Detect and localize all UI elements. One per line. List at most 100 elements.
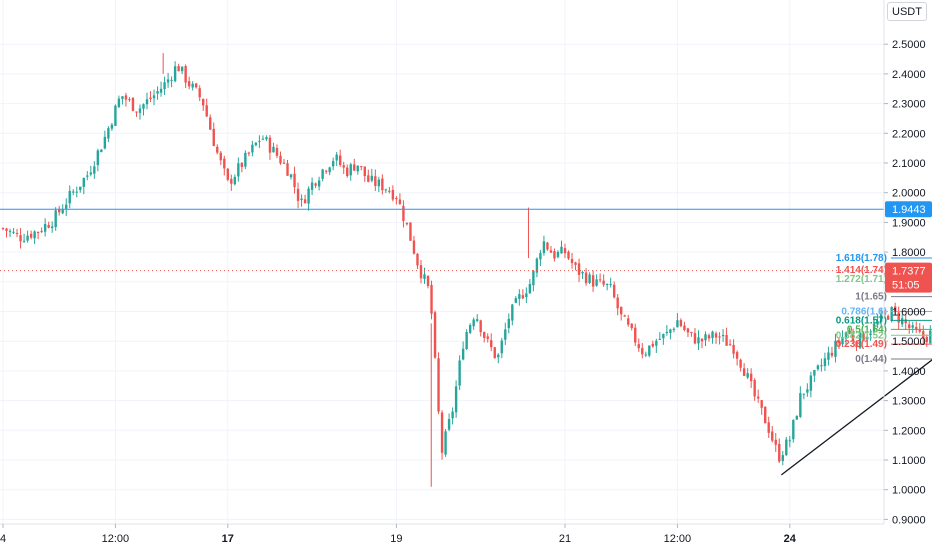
candle-body (739, 359, 742, 368)
time-tick-label: 21 (559, 533, 571, 545)
candle-body (567, 251, 570, 259)
candle-body (497, 354, 500, 358)
candle-body (869, 333, 872, 336)
price-tick-label: 2.2000 (892, 128, 926, 140)
candle-body (700, 338, 704, 342)
candle-body (648, 345, 651, 356)
candle-body (718, 336, 721, 338)
candle-body (634, 327, 637, 343)
candle-body (374, 176, 377, 186)
drawings[interactable]: 1.618(1.78)1.414(1.74)1.272(1.71) 1(1.65)… (0, 208, 932, 476)
candle-body (12, 231, 15, 233)
candle-body (166, 79, 170, 83)
time-tick-label: 12:00 (664, 533, 692, 545)
candle-body (886, 315, 890, 320)
price-tags: 1.9443 1.7377 51:05 (885, 201, 932, 293)
candle-body (149, 97, 152, 99)
candle-body (609, 283, 612, 285)
candle-body (114, 105, 117, 126)
candle-body (209, 117, 212, 130)
candle-body (535, 258, 539, 273)
candle-body (774, 439, 777, 445)
candle-body (416, 253, 419, 266)
candle-body (549, 250, 553, 253)
candle-body (324, 170, 328, 172)
candle-body (43, 223, 47, 232)
candle-body (289, 174, 293, 178)
candle-body (184, 66, 187, 83)
candle-body (672, 328, 676, 330)
candle-body (402, 205, 405, 221)
candle-body (163, 82, 166, 90)
candle-body (581, 272, 584, 274)
price-tick-label: 0.9000 (892, 514, 926, 526)
candle-body (844, 332, 848, 339)
candle-body (771, 431, 774, 441)
candle-body (353, 164, 356, 171)
candle-body (107, 128, 110, 139)
candle-body (542, 241, 546, 254)
candle-body (918, 329, 921, 332)
candle-body (865, 336, 869, 340)
fib-level-label: 0.786(1.6) (841, 307, 887, 318)
candle-body (419, 265, 423, 279)
candle-body (384, 189, 388, 191)
candle-body (665, 331, 669, 334)
currency-badge[interactable]: USDT (887, 2, 927, 21)
candle-body (518, 294, 521, 299)
candle-body (465, 331, 468, 350)
price-tick-label: 1.1000 (892, 455, 926, 467)
candle-body (317, 180, 321, 187)
candle-body (258, 140, 261, 142)
currency-label: USDT (892, 5, 922, 18)
candle-body (240, 163, 244, 167)
candle-body (300, 198, 303, 200)
candle-body (286, 163, 289, 176)
candle-body (261, 138, 265, 140)
candle-body (767, 422, 770, 433)
candle-body (33, 231, 36, 239)
candle-body (602, 280, 605, 285)
candle-body (433, 312, 437, 358)
current-price-tag-bg (885, 262, 932, 293)
candle-body (901, 318, 904, 325)
candle-body (54, 210, 57, 228)
candle-body (893, 306, 897, 312)
current-price-tag: 1.7377 (892, 266, 926, 278)
time-tick-label: 4 (0, 533, 6, 545)
candle-body (925, 336, 928, 343)
candle-body (697, 337, 700, 344)
candle-body (876, 321, 879, 325)
candle-body (251, 144, 254, 153)
candle-body (746, 373, 749, 378)
candle-body (525, 293, 528, 298)
time-tick-label: 19 (390, 533, 402, 545)
candle-body (644, 354, 647, 356)
candle-body (117, 98, 121, 108)
candle-body (26, 235, 29, 241)
candle-body (310, 182, 314, 190)
candle-body (349, 164, 352, 176)
candle-body (461, 348, 465, 360)
candle-body (152, 95, 156, 99)
candle-body (430, 285, 433, 314)
fib-level-label: 1(1.65) (855, 292, 887, 303)
candle-body (265, 137, 268, 140)
candle-body (728, 344, 732, 346)
price-tick-label: 1.8000 (892, 247, 926, 259)
candle-body (577, 263, 581, 275)
candle-body (612, 284, 616, 298)
candle-body (570, 258, 574, 264)
candle-body (121, 96, 124, 99)
price-tick-label: 1.5000 (892, 336, 926, 348)
candle-body (328, 167, 331, 173)
candle-body (454, 386, 458, 413)
candle-body (848, 331, 851, 334)
candle-body (556, 251, 560, 258)
candle-body (679, 320, 683, 327)
candle-body (339, 155, 342, 165)
candle-body (764, 406, 767, 424)
price-tick-label: 1.9000 (892, 217, 926, 229)
